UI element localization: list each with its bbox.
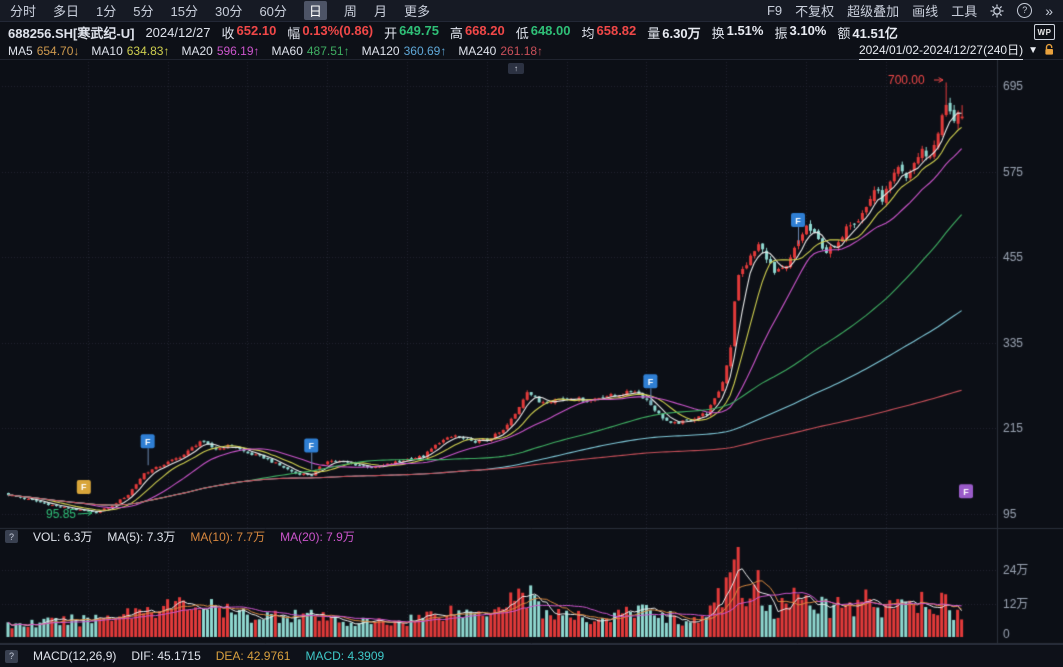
collapse-arrow-icon[interactable]: ↑ (508, 63, 524, 74)
quote-bar: 688256.SH[寒武纪-U] 2024/12/27 收 652.10 幅 0.1… (0, 22, 1063, 42)
field-volume: 量 6.30万 (647, 25, 701, 41)
field-turnover: 换 1.51% (711, 22, 764, 41)
ma10-value: MA10 634.83↑ (91, 43, 170, 58)
toolbar-right: F9 不复权 超级叠加 画线 工具 ? » (767, 1, 1053, 20)
lock-icon[interactable] (1043, 43, 1055, 59)
field-change: 幅 0.13%(0.86) (287, 22, 374, 41)
tab-60min[interactable]: 60分 (259, 4, 287, 19)
tab-1min[interactable]: 1分 (96, 4, 117, 19)
field-high: 高 668.20 (449, 22, 505, 41)
field-amplitude: 振 3.10% (774, 22, 827, 41)
ma5-value: MA5 654.70↓ (8, 43, 80, 58)
quote-date: 2024/12/27 (145, 24, 211, 40)
field-avg: 均 658.82 (581, 22, 637, 41)
macd-params: MACD(12,26,9) (33, 649, 117, 663)
stock-symbol[interactable]: 688256.SH[寒武纪-U] (8, 25, 135, 41)
field-close: 收 652.10 (221, 22, 277, 41)
tab-daily-selected[interactable]: 日 (303, 1, 327, 20)
question-icon[interactable]: ? (5, 649, 18, 663)
gear-icon[interactable] (990, 4, 1004, 18)
macd-indicator-row: ? MACD(12,26,9) DIF: 45.1715 DEA: 42.976… (0, 644, 1063, 667)
main-chart-canvas[interactable] (0, 60, 1063, 667)
tab-more[interactable]: 更多 (403, 4, 430, 19)
tab-weekly[interactable]: 周 (343, 4, 357, 19)
volume-indicator-row: ? VOL: 6.3万 MA(5): 7.3万 MA(10): 7.7万 MA(… (5, 528, 355, 545)
vol-ma20: MA(20): 7.9万 (280, 530, 355, 544)
tools-button[interactable]: 工具 (951, 4, 978, 19)
draw-line-button[interactable]: 画线 (912, 4, 939, 19)
period-tabs: 分时 多日 1分 5分 15分 30分 60分 日 周 月 更多 (10, 1, 430, 20)
tab-fenshi[interactable]: 分时 (10, 4, 37, 19)
adjust-mode-button[interactable]: 不复权 (795, 4, 835, 19)
macd-dif: DIF: 45.1715 (131, 649, 201, 663)
tab-15min[interactable]: 15分 (170, 4, 198, 19)
field-open: 开 649.75 (384, 22, 439, 41)
vol-ma10: MA(10): 7.7万 (190, 530, 266, 544)
chevron-down-icon[interactable]: ▼ (1028, 45, 1038, 56)
macd-dea: DEA: 42.9761 (215, 649, 291, 663)
field-amount: 额 41.51亿 (837, 25, 898, 41)
tab-5min[interactable]: 5分 (133, 4, 154, 19)
f9-button[interactable]: F9 (766, 3, 783, 18)
question-icon[interactable]: ? (5, 530, 18, 543)
field-low: 低 648.00 (515, 22, 571, 41)
macd-value: MACD: 4.3909 (305, 649, 385, 663)
ma240-value: MA240 261.18↑ (458, 43, 544, 58)
tab-duori[interactable]: 多日 (53, 4, 80, 19)
help-icon[interactable]: ? (1017, 3, 1033, 18)
vol-ma5: MA(5): 7.3万 (107, 530, 176, 544)
ma20-value: MA20 596.19↑ (181, 43, 260, 58)
expand-more-icon[interactable]: » (1045, 2, 1053, 19)
tab-30min[interactable]: 30分 (214, 4, 243, 19)
date-range-label[interactable]: 2024/01/02-2024/12/27(240日) (858, 41, 1024, 60)
ma120-value: MA120 360.69↑ (361, 43, 447, 58)
date-range-control[interactable]: 2024/01/02-2024/12/27(240日) ▼ (858, 41, 1055, 60)
ma-indicator-bar: MA5 654.70↓ MA10 634.83↑ MA20 596.19↑ MA60 4… (0, 42, 1063, 60)
ma60-value: MA60 487.51↑ (271, 43, 350, 58)
vol-current: VOL: 6.3万 (33, 530, 93, 544)
wp-icon[interactable]: WP (1034, 24, 1055, 40)
super-overlay-button[interactable]: 超级叠加 (847, 4, 900, 19)
period-toolbar: 分时 多日 1分 5分 15分 30分 60分 日 周 月 更多 F9 不复权 … (0, 0, 1063, 22)
tab-monthly[interactable]: 月 (373, 4, 387, 19)
